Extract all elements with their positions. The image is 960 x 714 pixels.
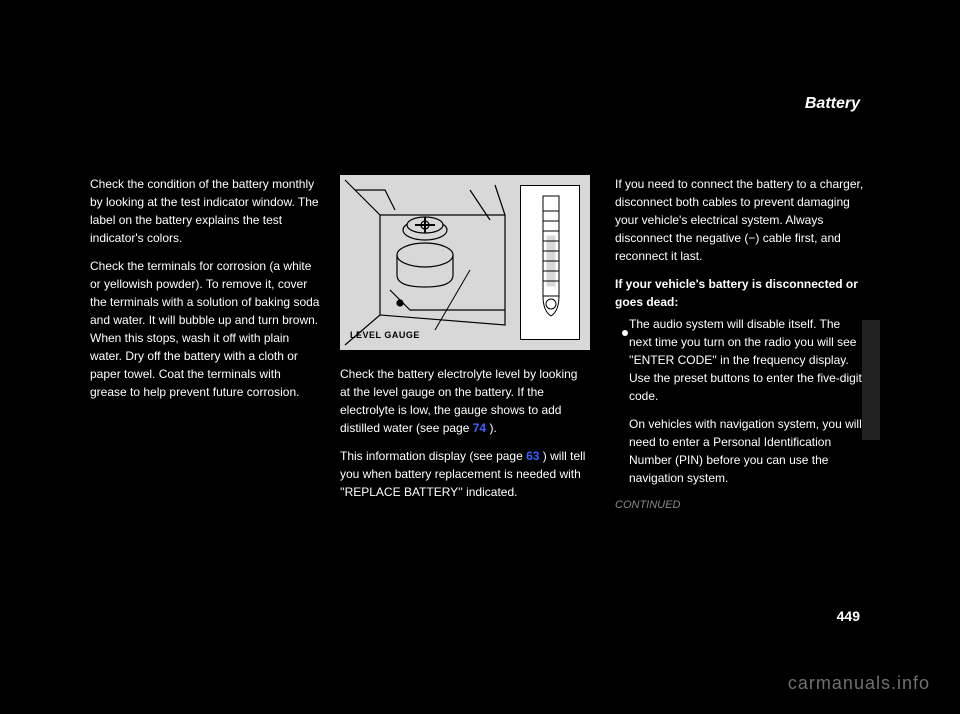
col1-p2: Check the terminals for corrosion (a whi…: [90, 257, 320, 401]
page-number: 449: [837, 608, 860, 624]
col3-b2: On vehicles with navigation system, you …: [615, 415, 865, 487]
gauge-detail-box: [520, 185, 580, 340]
col3-b1: The audio system will disable itself. Th…: [615, 315, 865, 405]
page-title: Battery: [805, 95, 860, 113]
watermark: carmanuals.info: [788, 673, 930, 694]
col2-p2: This information display (see page 63 ) …: [340, 447, 590, 501]
col1-p1: Check the condition of the battery month…: [90, 175, 320, 247]
gauge-svg: [521, 186, 581, 341]
col2-p1: Check the battery electrolyte level by l…: [340, 365, 590, 437]
continued-label: CONTINUED: [615, 497, 865, 514]
column-1: Check the condition of the battery month…: [90, 175, 320, 411]
col2-p2-pre: This information display (see page: [340, 449, 526, 463]
col2-p1-pre: Check the battery electrolyte level by l…: [340, 367, 577, 435]
col3-p1: If you need to connect the battery to a …: [615, 175, 865, 265]
column-3: If you need to connect the battery to a …: [615, 175, 865, 524]
column-2: Check the battery electrolyte level by l…: [340, 365, 590, 511]
col2-p1-post: ).: [486, 421, 497, 435]
col3-heading: If your vehicle's battery is disconnecte…: [615, 275, 865, 311]
illustration-label: LEVEL GAUGE: [350, 330, 420, 340]
page-ref-63[interactable]: 63: [526, 449, 539, 463]
battery-illustration: LEVEL GAUGE: [340, 175, 590, 350]
manual-page: Battery: [40, 40, 920, 674]
page-ref-74[interactable]: 74: [473, 421, 486, 435]
